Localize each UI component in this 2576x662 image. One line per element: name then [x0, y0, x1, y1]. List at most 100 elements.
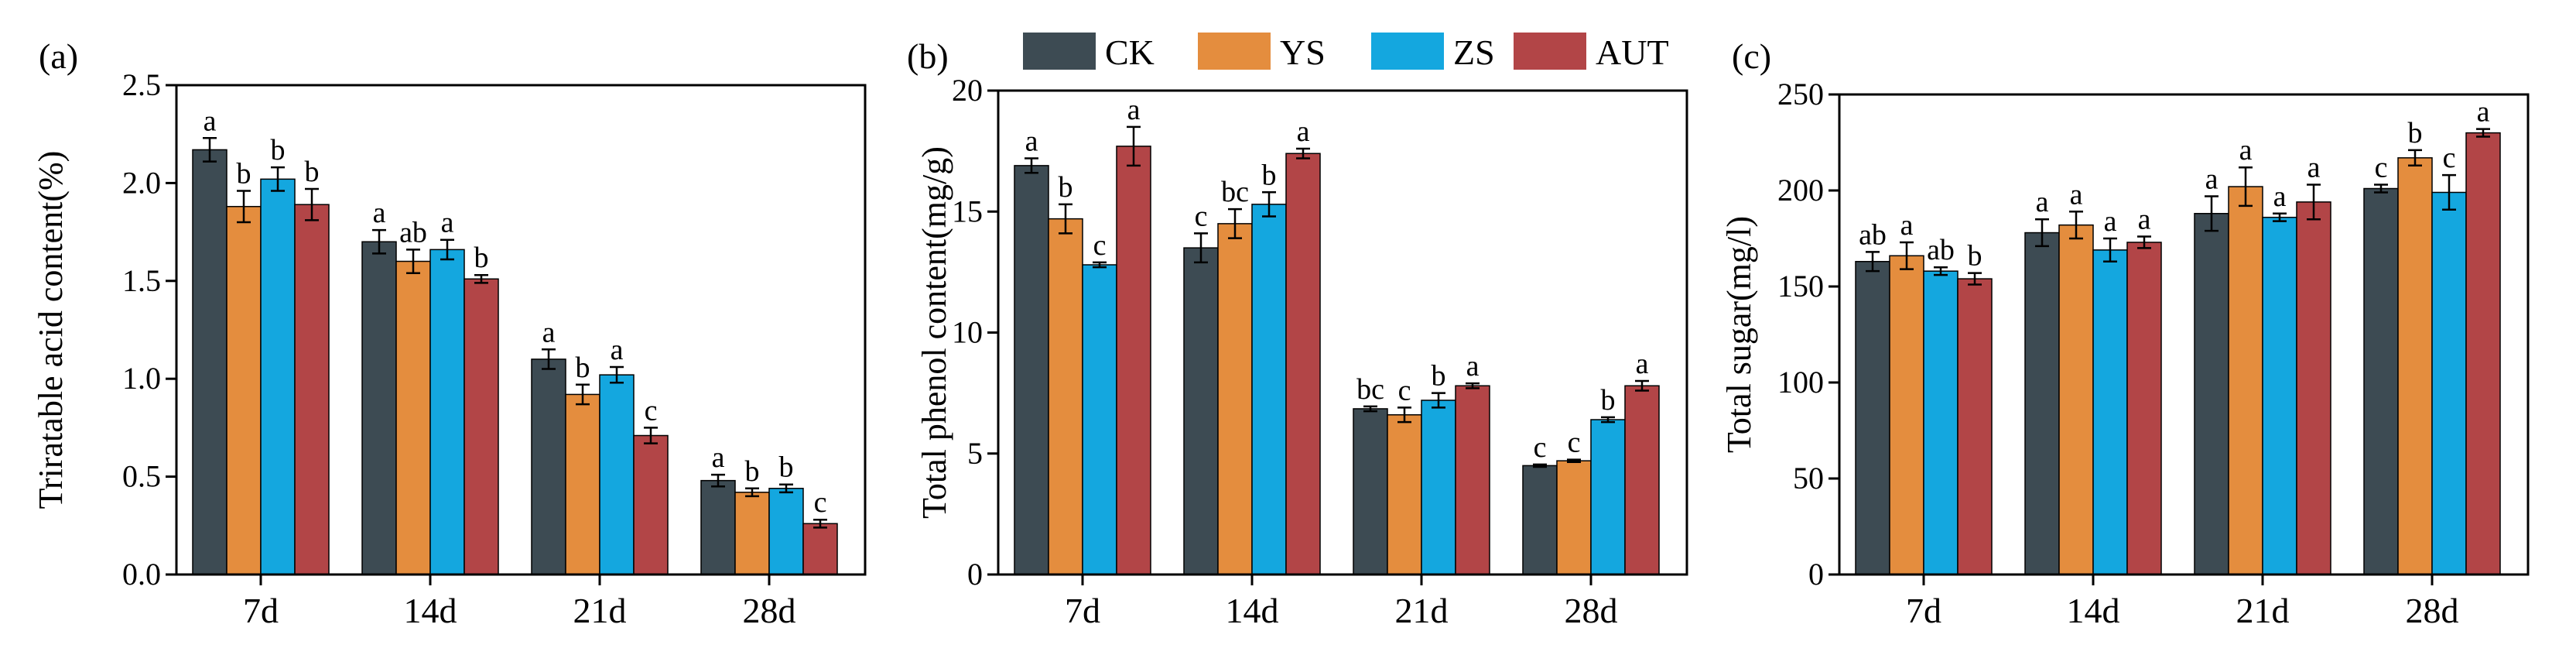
significance-letter: ab [1927, 234, 1955, 266]
y-tick-label: 0 [1808, 557, 1824, 592]
error-bar [644, 427, 658, 444]
bar-zs-7d [1923, 270, 1959, 575]
bar-zs-28d [1590, 419, 1626, 575]
error-bar [1968, 272, 1982, 286]
x-tick-label: 14d [404, 591, 457, 630]
error-bar [1635, 379, 1649, 392]
bar-ys-28d [1556, 460, 1592, 575]
error-bar [2239, 166, 2253, 208]
chart-panel-a: (a)Triratable acid content(%)aaaababbbba… [32, 36, 867, 630]
error-bar [474, 273, 488, 284]
significance-letter: a [712, 441, 725, 474]
bar-ck-14d [361, 241, 397, 575]
error-bar [542, 348, 556, 370]
bar-ck-14d [1183, 247, 1219, 575]
bar-ck-28d [2363, 187, 2399, 575]
y-tick-label: 0.5 [122, 459, 161, 494]
y-tick-label: 0.0 [122, 557, 161, 592]
significance-letter: b [1059, 171, 1073, 204]
bar-zs-28d [768, 488, 804, 575]
bar-ys-21d [2228, 186, 2263, 575]
significance-letter: ab [399, 216, 427, 249]
significance-letter: b [745, 455, 760, 488]
error-bar [1601, 416, 1615, 424]
error-bar [2273, 212, 2287, 222]
y-tick-label: 250 [1777, 77, 1824, 111]
x-tick-label: 28d [1565, 591, 1618, 630]
bar-ck-21d [1353, 408, 1388, 575]
error-bar [745, 487, 759, 498]
bar-zs-21d [2262, 216, 2297, 575]
error-bar [779, 483, 793, 494]
bar-ck-7d [192, 149, 227, 575]
significance-letter: c [645, 394, 658, 427]
y-axis-label: Triratable acid content(%) [32, 151, 70, 509]
significance-letter: a [441, 207, 454, 239]
y-tick-label: 100 [1777, 365, 1824, 400]
bar-ys-7d [1889, 255, 1924, 575]
significance-letter: a [204, 105, 217, 137]
significance-letter: b [271, 134, 286, 166]
panel-label-c: (c) [1732, 36, 1771, 76]
bar-aut-21d [633, 434, 669, 575]
error-bar [1533, 463, 1547, 468]
error-bar [1262, 191, 1276, 218]
error-bar [237, 190, 251, 224]
significance-letter: a [1297, 115, 1310, 148]
error-bar [2103, 237, 2117, 263]
error-bar [2137, 235, 2151, 249]
error-bar [2307, 184, 2321, 221]
significance-letter: b [474, 242, 489, 274]
bar-ys-28d [734, 492, 770, 575]
error-bar [406, 249, 420, 274]
significance-letter: c [2375, 152, 2388, 184]
bar-zs-21d [1421, 400, 1456, 575]
error-bar [2205, 195, 2219, 232]
y-tick-label: 15 [952, 194, 983, 228]
legend-label-zs: ZS [1453, 33, 1495, 72]
significance-letter: c [1398, 374, 1411, 406]
y-tick-label: 1.0 [122, 361, 161, 396]
y-axis-label: Total sugar(mg/l) [1720, 216, 1758, 453]
error-bar [1194, 232, 1208, 264]
x-tick-label: 21d [573, 591, 627, 630]
bar-ys-14d [2058, 224, 2094, 575]
significance-letter: c [1195, 200, 1208, 232]
bar-aut-14d [1285, 153, 1321, 575]
y-tick-label: 1.5 [122, 263, 161, 298]
significance-letter: a [2104, 205, 2117, 238]
significance-letter: a [2273, 180, 2287, 213]
y-tick-label: 0 [967, 557, 983, 592]
error-bar [1363, 405, 1377, 413]
y-axis-label: Total phenol content(mg/g) [915, 146, 953, 519]
significance-letter: a [2138, 204, 2151, 236]
significance-letter: c [1534, 431, 1547, 464]
error-bar [305, 187, 319, 221]
x-tick-label: 14d [1226, 591, 1279, 630]
error-bar [1127, 125, 1141, 167]
significance-letter: b [779, 451, 794, 484]
legend-swatch-aut [1514, 33, 1586, 70]
bar-ys-21d [1387, 414, 1422, 575]
significance-letter: a [2036, 186, 2049, 218]
bar-aut-7d [294, 204, 330, 575]
significance-letter: c [814, 486, 827, 519]
bar-ck-28d [1522, 465, 1558, 575]
bar-ys-21d [565, 393, 600, 575]
bar-ys-14d [395, 260, 431, 575]
bar-zs-14d [1251, 204, 1287, 575]
significance-letter: a [2239, 134, 2253, 166]
error-bar [1432, 392, 1445, 409]
significance-letter: a [2477, 96, 2490, 129]
plot-frame [175, 84, 867, 576]
significance-letter: a [611, 334, 624, 366]
bar-ys-7d [1048, 218, 1083, 575]
significance-letter: bc [1221, 176, 1249, 208]
y-tick-label: 5 [967, 436, 983, 471]
x-tick-label: 7d [243, 591, 279, 630]
bar-ck-28d [700, 479, 736, 575]
x-tick-label: 21d [2236, 591, 2290, 630]
error-bar [576, 383, 590, 406]
